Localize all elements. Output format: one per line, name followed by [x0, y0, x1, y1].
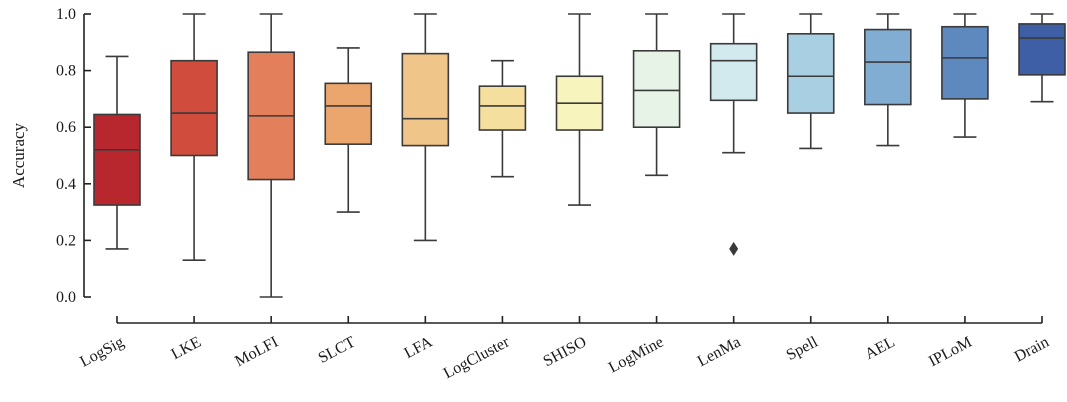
box-lke — [170, 13, 218, 262]
x-tick-label: LKE — [169, 334, 204, 364]
y-tick-label: 0.4 — [56, 176, 76, 193]
x-tick-label: LFA — [402, 333, 436, 362]
box-slct — [324, 47, 373, 213]
y-axis-label: Accuracy — [9, 122, 28, 188]
x-tick-label: LogCluster — [441, 333, 513, 382]
box-lenma — [709, 13, 758, 256]
outlier-point — [729, 241, 739, 256]
iqr-box — [324, 82, 373, 145]
box-logsig — [93, 55, 141, 250]
x-tick-label: LenMa — [695, 334, 744, 371]
iqr-box — [93, 113, 141, 206]
box-logmine — [632, 13, 681, 177]
y-axis: 0.0 0.2 0.4 0.6 0.8 1.0 — [56, 6, 91, 306]
y-tick-label: 0.2 — [56, 232, 76, 249]
box-logcluster — [478, 59, 527, 178]
iqr-box — [864, 28, 912, 106]
iqr-box — [1018, 23, 1066, 76]
x-tick-label: Spell — [784, 333, 822, 364]
iqr-box — [709, 42, 758, 102]
x-axis: LogSig LKE MoLFI SLCT LFA LogCluster SHISO LogM… — [77, 316, 1052, 382]
x-tick-label: AEL — [862, 334, 897, 364]
x-tick-label: MoLFI — [232, 334, 281, 371]
x-tick-label: Drain — [1012, 334, 1052, 366]
box-molfi — [247, 13, 295, 298]
box-spell — [786, 13, 835, 150]
x-tick-label: IPLoM — [926, 334, 975, 371]
y-tick-label: 0.8 — [56, 63, 76, 80]
y-tick-label: 1.0 — [56, 6, 76, 23]
box-drain — [1018, 13, 1066, 103]
box-shiso — [555, 13, 604, 206]
x-tick-label: LogSig — [77, 334, 127, 371]
y-tick-label: 0.0 — [56, 289, 76, 306]
iqr-box — [941, 25, 989, 100]
box-iplom — [941, 13, 989, 138]
y-tick-label: 0.6 — [56, 119, 76, 136]
iqr-box — [632, 49, 681, 129]
iqr-box — [170, 59, 218, 157]
boxes-group — [93, 13, 1066, 298]
iqr-box — [401, 52, 450, 147]
box-ael — [864, 13, 912, 147]
x-tick-label: SHISO — [541, 334, 590, 371]
iqr-box — [478, 85, 527, 131]
iqr-box — [786, 33, 835, 114]
box-lfa — [401, 13, 450, 242]
x-tick-label: LogMine — [606, 334, 667, 377]
x-tick-label: SLCT — [316, 333, 359, 366]
